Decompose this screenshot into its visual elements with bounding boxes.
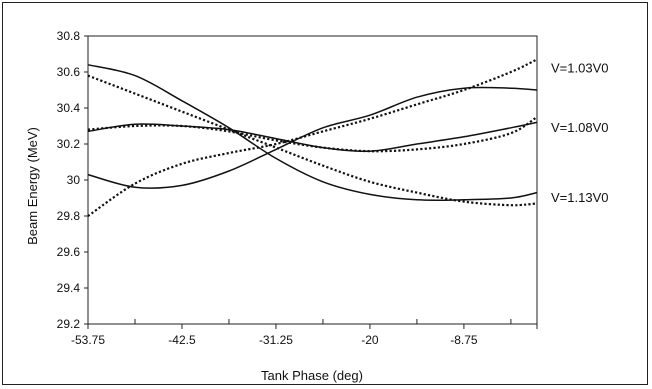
- x-tick-label: -53.75: [71, 333, 105, 347]
- y-tick-label: 30: [67, 173, 81, 187]
- y-tick-label: 30.6: [57, 65, 81, 79]
- plot-area: [87, 35, 538, 325]
- y-tick-label: 30.8: [57, 29, 81, 43]
- y-tick-label: 29.2: [57, 317, 81, 331]
- y-tick-label: 29.4: [57, 281, 81, 295]
- x-tick-label: -42.5: [168, 333, 196, 347]
- y-tick-label: 30.4: [57, 101, 81, 115]
- series-line-5-solid: [87, 64, 538, 202]
- series-annotation: V=1.03V0: [551, 60, 608, 75]
- y-tick-label: 29.6: [57, 245, 81, 259]
- x-axis-title: Tank Phase (deg): [261, 368, 363, 383]
- series-line-6-dotted: [87, 74, 538, 207]
- x-tick-label: -8.75: [450, 333, 478, 347]
- series-line-2-dotted: [87, 58, 538, 217]
- y-tick-label: 29.8: [57, 209, 81, 223]
- y-axis-title: Beam Energy (MeV): [25, 127, 40, 245]
- series-line-1-solid: [87, 86, 538, 189]
- annotation-layer: V=1.03V0 V=1.08V0 V=1.13V0: [551, 60, 608, 205]
- series-annotation: V=1.08V0: [551, 120, 608, 135]
- series-line-4-dotted: [87, 116, 538, 153]
- x-tick-label: -31.25: [259, 333, 293, 347]
- x-axis: -53.75 -42.5 -31.25 -20 -8.75: [71, 319, 538, 347]
- series-layer: [87, 58, 538, 217]
- x-tick-label: -20: [361, 333, 379, 347]
- y-axis: 29.2 29.4 29.6 29.8 30 30.2 30.4 30.6 30.8: [57, 29, 88, 331]
- chart-frame: [2, 2, 648, 385]
- series-annotation: V=1.13V0: [551, 190, 608, 205]
- plot-border: [87, 35, 538, 325]
- y-tick-label: 30.2: [57, 137, 81, 151]
